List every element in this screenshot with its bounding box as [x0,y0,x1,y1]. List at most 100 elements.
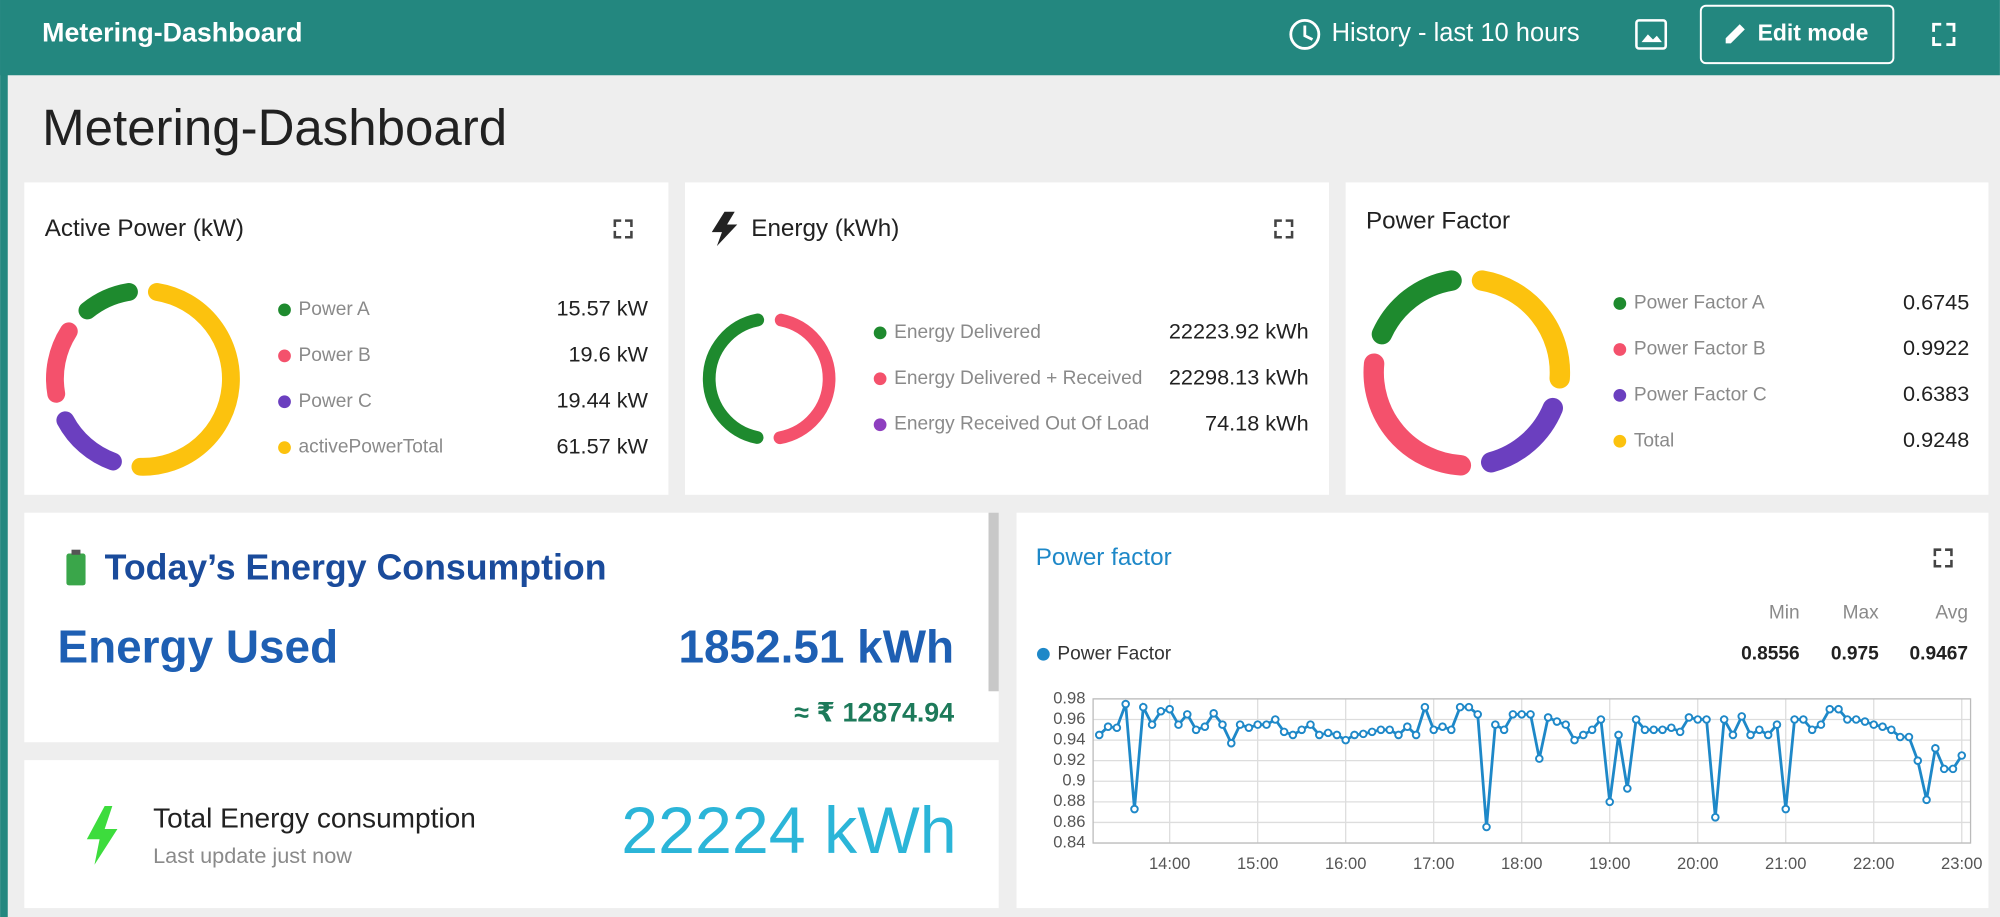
data-point [1869,720,1879,729]
legend-value: 0.6383 [1903,381,1969,406]
x-tick-label: 17:00 [1413,854,1454,873]
donut-segment [46,322,78,403]
data-point [1508,710,1518,719]
data-point [1755,725,1764,735]
x-tick-label: 16:00 [1325,854,1366,873]
data-point [1147,720,1157,729]
total-energy-value: 22224 kWh [621,794,956,868]
data-point [1209,709,1218,718]
data-point [1711,813,1720,822]
x-tick-label: 22:00 [1853,854,1894,873]
stat-value: 0.9467 [1910,643,1968,664]
data-point [1183,710,1192,719]
data-point [1887,725,1896,735]
legend-name: Energy Delivered [894,322,1041,343]
legend-name: Power Factor [1057,643,1171,664]
data-point [1535,754,1544,763]
data-point [1596,715,1606,724]
edit-button-label: Edit mode [1758,19,1869,45]
legend-dot [278,303,291,317]
legend-value: 0.9248 [1903,427,1969,452]
data-point [1746,730,1755,740]
image-button[interactable] [1635,19,1668,50]
data-point [1931,744,1940,753]
plot-frame [1092,698,1972,844]
legend-value: 0.6745 [1903,289,1969,314]
x-tick-label: 15:00 [1237,854,1278,873]
data-point [1587,725,1597,735]
legend-name: Power A [299,299,370,320]
data-point [1763,730,1773,740]
data-point [1526,710,1535,719]
data-point [1843,715,1852,724]
data-point [1191,725,1201,735]
data-point [1957,751,1967,760]
energy-card [684,182,1330,495]
data-point [1367,727,1377,737]
expand-button[interactable] [613,219,633,239]
data-point [1799,715,1808,724]
data-point [1675,727,1685,737]
card-title: Today’s Energy Consumption [105,548,607,588]
data-point [1552,717,1562,726]
history-label: History - last 10 hours [1332,19,1580,47]
expand-button[interactable] [1933,548,1953,568]
legend-dot [873,326,887,340]
scrollbar [988,512,999,692]
data-point [1420,702,1430,712]
donut-segment [1480,397,1564,473]
bolt-icon [86,806,118,865]
chart-title: Power factor [1036,544,1172,571]
bolt-icon [711,211,738,247]
data-point [1429,725,1438,735]
y-tick-label: 0.84 [1053,832,1085,851]
legend-name: activePowerTotal [299,437,444,458]
data-point [1860,717,1870,726]
data-point [1561,720,1570,729]
data-point [1614,730,1623,740]
data-point [1394,730,1403,740]
data-point [1631,715,1641,724]
history-button[interactable]: History - last 10 hours [1289,19,1580,50]
pencil-icon [1725,24,1745,44]
data-point [1895,732,1905,742]
fullscreen-button[interactable] [1932,22,1956,47]
legend-dot [873,372,887,386]
data-point [1438,722,1447,731]
legend-value: 15.57 kW [556,296,648,321]
data-point [1922,795,1931,805]
legend-value: 22223.92 kWh [1169,319,1309,344]
data-point [1359,729,1368,739]
y-tick-label: 0.88 [1053,791,1085,810]
data-point [1385,725,1394,735]
legend-dot [1036,647,1050,661]
data-point [1605,797,1614,807]
data-point [1156,706,1166,716]
legend-name: Energy Delivered + Received [894,368,1142,389]
y-tick-label: 0.86 [1053,812,1085,831]
edit-mode-button[interactable]: Edit mode [1699,4,1895,65]
legend-dot [1613,343,1627,356]
legend-dot [278,395,291,409]
data-point [1350,730,1359,740]
clock-hands [1303,25,1314,41]
y-tick-label: 0.94 [1053,729,1085,748]
image-icon [1635,19,1668,50]
battery-body [66,553,86,586]
data-point [1702,715,1711,724]
side-strip [0,0,8,917]
legend-value: 22298.13 kWh [1169,365,1309,390]
x-tick-label: 23:00 [1941,854,1982,873]
total-energy-card [24,760,999,909]
card-title: Energy (kWh) [751,215,899,242]
expand-button[interactable] [1274,219,1294,239]
data-point [1297,725,1306,735]
data-point [1781,804,1791,814]
data-point [1094,730,1104,740]
legend-value: 74.18 kWh [1205,410,1309,435]
donut-segment [1471,270,1571,389]
data-point [1807,725,1817,735]
data-point [1174,720,1183,729]
data-point [1649,725,1659,735]
